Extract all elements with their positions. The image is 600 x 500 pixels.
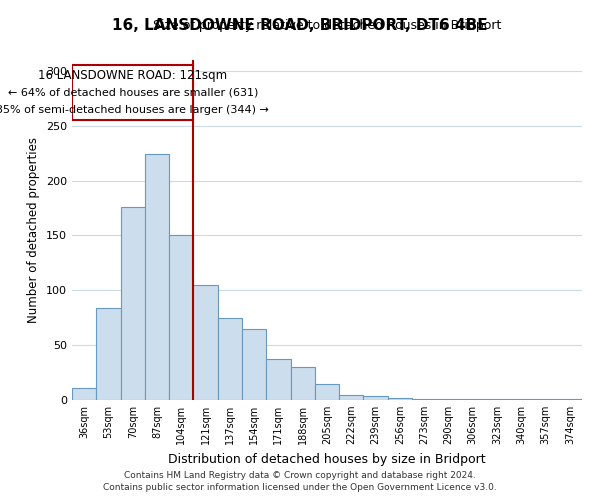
Bar xyxy=(315,384,339,400)
Bar xyxy=(72,388,96,400)
Bar xyxy=(533,399,558,400)
Bar xyxy=(388,398,412,400)
Bar xyxy=(121,207,145,400)
Bar xyxy=(412,399,436,400)
Text: 16, LANSDOWNE ROAD, BRIDPORT, DT6 4BE: 16, LANSDOWNE ROAD, BRIDPORT, DT6 4BE xyxy=(112,18,488,32)
Title: Size of property relative to detached houses in Bridport: Size of property relative to detached ho… xyxy=(153,20,501,32)
Bar xyxy=(193,285,218,400)
Text: 16 LANSDOWNE ROAD: 121sqm: 16 LANSDOWNE ROAD: 121sqm xyxy=(38,69,227,82)
Text: Contains HM Land Registry data © Crown copyright and database right 2024.: Contains HM Land Registry data © Crown c… xyxy=(124,471,476,480)
Bar xyxy=(485,399,509,400)
Text: 35% of semi-detached houses are larger (344) →: 35% of semi-detached houses are larger (… xyxy=(0,104,269,115)
FancyBboxPatch shape xyxy=(72,66,193,120)
Bar xyxy=(339,394,364,400)
Bar xyxy=(558,399,582,400)
Bar xyxy=(266,360,290,400)
Bar xyxy=(242,328,266,400)
X-axis label: Distribution of detached houses by size in Bridport: Distribution of detached houses by size … xyxy=(168,452,486,466)
Y-axis label: Number of detached properties: Number of detached properties xyxy=(28,137,40,323)
Bar xyxy=(436,399,461,400)
Bar xyxy=(145,154,169,400)
Bar xyxy=(461,399,485,400)
Text: Contains public sector information licensed under the Open Government Licence v3: Contains public sector information licen… xyxy=(103,484,497,492)
Bar xyxy=(290,367,315,400)
Bar xyxy=(364,396,388,400)
Bar xyxy=(509,399,533,400)
Bar xyxy=(169,236,193,400)
Text: ← 64% of detached houses are smaller (631): ← 64% of detached houses are smaller (63… xyxy=(8,88,258,98)
Bar xyxy=(96,308,121,400)
Bar xyxy=(218,318,242,400)
